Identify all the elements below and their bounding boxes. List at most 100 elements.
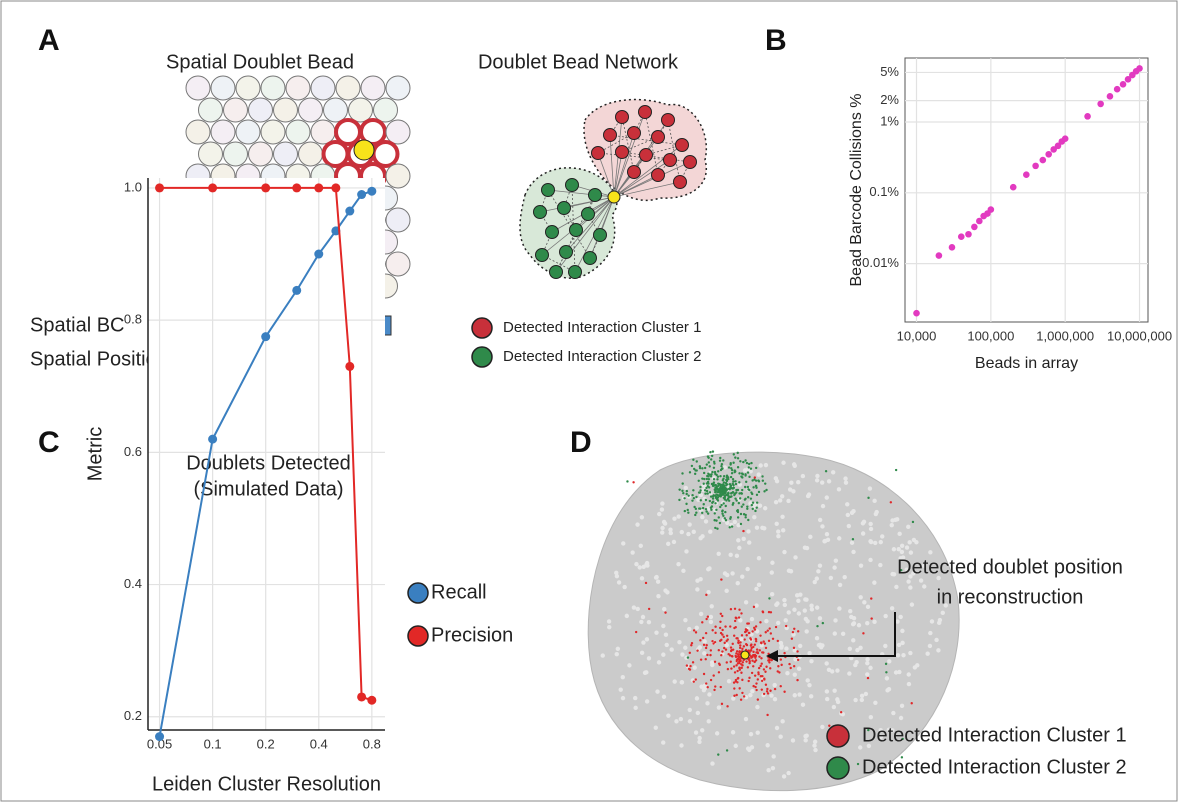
bead-dot (745, 634, 748, 637)
bead-dot (720, 503, 723, 507)
bead-dot (747, 631, 751, 635)
bead-dot (728, 526, 731, 529)
bead-dot (868, 714, 874, 720)
bead-dot (644, 581, 648, 585)
bead-dot (900, 628, 905, 634)
bead (260, 119, 286, 145)
bead-dot (769, 591, 775, 597)
bead-dot (707, 566, 712, 571)
bead-dot (705, 644, 708, 647)
bead-dot (681, 489, 684, 493)
bead-dot (728, 483, 732, 486)
arrow-head (766, 650, 778, 662)
bead-dot (729, 625, 732, 628)
bead-dot (769, 611, 773, 614)
bead-dot (719, 474, 722, 478)
bead-dot (754, 586, 759, 592)
bead-dot (755, 648, 759, 651)
bead-dot (845, 502, 850, 507)
chart-subtitle: (Simulated Data) (193, 478, 343, 500)
bead-dot (856, 623, 862, 628)
bead-dot (754, 466, 758, 470)
bead-dot (761, 475, 764, 478)
bead-dot (716, 475, 720, 478)
bead-dot (729, 516, 732, 519)
bead-dot (774, 521, 779, 526)
bead-dot (796, 650, 799, 653)
bead-dot (708, 619, 714, 625)
network-node (615, 145, 629, 159)
bead-dot (735, 581, 740, 586)
bead-dot (773, 476, 779, 481)
bead-dot (824, 495, 829, 500)
bead-dot (741, 536, 746, 542)
bead (385, 163, 411, 189)
bead-dot (820, 724, 825, 730)
bead-dot (729, 495, 732, 499)
bead-dot (779, 685, 782, 688)
panel-title: Spatial Doublet Bead (166, 51, 354, 73)
bead-dot (780, 663, 783, 667)
network-node (627, 165, 641, 179)
bead-dot (712, 482, 715, 486)
bead-dot (791, 489, 796, 494)
bead-dot (748, 731, 754, 737)
bead-dot (737, 501, 741, 505)
bead-dot (754, 659, 758, 662)
bead-dot (725, 634, 729, 637)
bead-dot (742, 645, 746, 648)
bead-dot (713, 640, 717, 644)
bead-dot (732, 665, 736, 668)
bead-dot (751, 479, 754, 482)
bead-dot (868, 557, 873, 563)
bead-dot (748, 661, 751, 665)
bead-dot (723, 517, 727, 520)
point (357, 190, 367, 200)
bead-dot (687, 719, 693, 724)
bead-dot (712, 674, 715, 677)
bead-dot (635, 522, 640, 527)
bead-dot (743, 638, 746, 641)
bead-dot (614, 651, 619, 657)
bead-dot (896, 547, 901, 552)
bead-dot (686, 508, 689, 512)
bead-dot (747, 462, 751, 466)
annotation: Detected doublet position (897, 556, 1123, 578)
bead-dot (666, 713, 671, 718)
bead-dot (696, 497, 701, 502)
bead-dot (631, 605, 637, 610)
bead-dot (771, 637, 775, 640)
bead-dot (735, 693, 738, 697)
bead-dot (735, 617, 738, 620)
bead-dot (726, 476, 730, 479)
bead-dot (738, 650, 741, 653)
bead-dot (674, 719, 679, 724)
bead-dot (863, 691, 869, 697)
y-axis-title: Bead Barcode Collisions % (848, 94, 865, 287)
bead-dot (722, 484, 726, 488)
x-tick-label: 10,000,000 (1107, 328, 1172, 343)
bead-dot (702, 643, 706, 647)
bead-dot (761, 479, 765, 482)
bead-dot (637, 565, 642, 570)
bead-dot (734, 456, 737, 459)
bead-dot (751, 659, 754, 662)
bead-dot (921, 563, 927, 568)
bead-dot (723, 488, 726, 492)
point (331, 183, 341, 193)
bead-dot (759, 634, 762, 637)
bead-dot (878, 727, 883, 733)
bead-dot (928, 630, 933, 636)
bead-dot (725, 749, 729, 752)
bead-dot (724, 588, 729, 594)
bead-dot (751, 501, 755, 504)
bead-dot (836, 487, 842, 492)
bead-dot (758, 655, 761, 658)
bead-dot (749, 637, 752, 640)
bead-dot (776, 670, 779, 673)
point (367, 695, 377, 705)
bead-dot (719, 495, 722, 498)
bead-dot (746, 471, 750, 474)
bead-dot (718, 521, 722, 525)
bead-dot (706, 492, 709, 495)
